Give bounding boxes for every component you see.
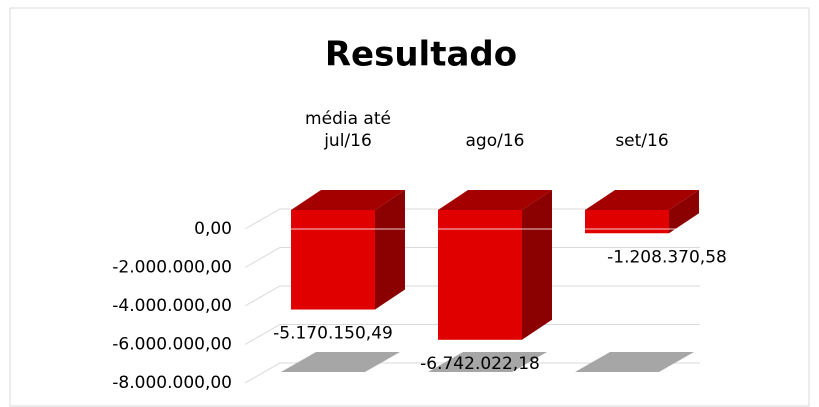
bar-shadow [428, 352, 547, 372]
y-tick-label: -4.000.000,00 [112, 296, 232, 316]
bar-top [585, 190, 699, 210]
bar [585, 210, 669, 234]
bar-side [669, 190, 699, 234]
grid-line [244, 285, 700, 307]
value-label: -5.170.150,49 [273, 324, 393, 344]
grid-line [244, 208, 700, 230]
bar [291, 210, 375, 310]
chart-title: Resultado [325, 35, 517, 75]
y-tick-label: -2.000.000,00 [112, 258, 232, 278]
y-tick-label: 0,00 [194, 219, 232, 239]
category-label: set/16 [615, 131, 669, 151]
category-label: média até jul/16 [305, 109, 391, 151]
bar-top [438, 190, 552, 210]
value-label: -1.208.370,58 [607, 247, 727, 267]
bar-side [522, 190, 552, 340]
category-label: ago/16 [465, 131, 525, 151]
grid-line [244, 362, 700, 384]
bar-top [291, 190, 405, 210]
y-tick-label: -6.000.000,00 [112, 335, 232, 355]
bar-shadow [281, 352, 400, 372]
bar-side [375, 190, 405, 310]
grid-line [244, 247, 700, 268]
value-label: -6.742.022,18 [420, 354, 540, 374]
grid-line [244, 324, 700, 345]
bar-shadow [575, 352, 694, 372]
bar [438, 210, 522, 340]
y-tick-label: -8.000.000,00 [112, 373, 232, 393]
